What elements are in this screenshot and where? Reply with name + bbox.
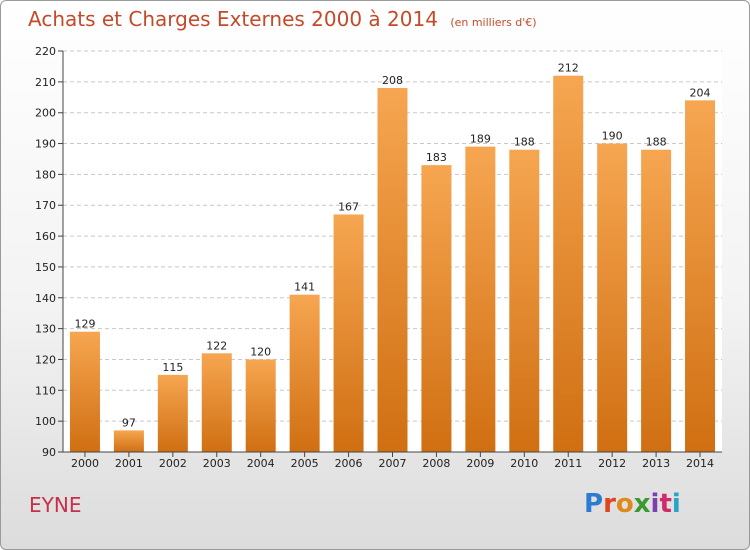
logo-letter: i — [650, 489, 660, 519]
bar — [157, 374, 188, 452]
x-tick-label: 2004 — [247, 457, 275, 470]
x-tick-label: 2013 — [642, 457, 670, 470]
x-tick-label: 2006 — [335, 457, 363, 470]
bar — [69, 331, 100, 452]
data-label: 188 — [646, 136, 667, 149]
logo-letter: o — [615, 489, 634, 519]
proxiti-logo: Proxiti — [584, 489, 681, 519]
y-tick-label: 110 — [35, 384, 56, 397]
bar — [597, 143, 628, 453]
bar — [377, 88, 408, 452]
logo-letter: P — [584, 489, 604, 519]
bar — [421, 165, 452, 452]
x-tick-label: 2010 — [510, 457, 538, 470]
bar — [113, 430, 144, 452]
x-tick-label: 2008 — [422, 457, 450, 470]
x-tick-label: 2011 — [554, 457, 582, 470]
y-tick-label: 200 — [35, 107, 56, 120]
bar — [245, 359, 276, 452]
chart-title: Achats et Charges Externes 2000 à 2014 (… — [28, 7, 537, 31]
y-tick-label: 100 — [35, 415, 56, 428]
bar — [289, 294, 320, 452]
data-label: 97 — [122, 416, 136, 429]
y-tick-label: 210 — [35, 76, 56, 89]
data-label: 212 — [558, 62, 579, 75]
x-tick-label: 2000 — [71, 457, 99, 470]
data-label: 204 — [690, 86, 711, 99]
bar — [201, 353, 232, 452]
data-label: 189 — [470, 133, 491, 146]
bar — [465, 146, 496, 452]
bar — [333, 214, 364, 452]
data-label: 190 — [602, 130, 623, 143]
data-label: 167 — [338, 200, 359, 213]
x-tick-label: 2001 — [115, 457, 143, 470]
y-tick-label: 180 — [35, 168, 56, 181]
data-label: 122 — [206, 339, 227, 352]
y-tick-label: 140 — [35, 292, 56, 305]
x-tick-label: 2003 — [203, 457, 231, 470]
place-name: EYNE — [29, 493, 82, 517]
x-tick-label: 2002 — [159, 457, 187, 470]
title-text: Achats et Charges Externes 2000 à 2014 — [28, 7, 438, 31]
y-tick-label: 160 — [35, 230, 56, 243]
x-tick-label: 2009 — [466, 457, 494, 470]
y-tick-label: 130 — [35, 323, 56, 336]
y-tick-label: 220 — [35, 45, 56, 58]
data-label: 183 — [426, 151, 447, 164]
bar — [553, 75, 584, 452]
data-label: 208 — [382, 74, 403, 87]
logo-letter: i — [671, 489, 681, 519]
y-tick-label: 90 — [42, 446, 56, 459]
x-tick-label: 2014 — [686, 457, 714, 470]
logo-letter: x — [633, 489, 651, 519]
y-tick-label: 170 — [35, 199, 56, 212]
x-tick-label: 2012 — [598, 457, 626, 470]
y-tick-label: 150 — [35, 261, 56, 274]
logo-letter: r — [603, 489, 616, 519]
x-tick-label: 2007 — [379, 457, 407, 470]
title-unit: (en milliers d'€) — [450, 16, 537, 29]
data-label: 115 — [162, 361, 183, 374]
data-label: 141 — [294, 281, 315, 294]
data-label: 120 — [250, 345, 271, 358]
x-tick-label: 2005 — [291, 457, 319, 470]
bar — [685, 100, 716, 452]
y-tick-label: 120 — [35, 353, 56, 366]
logo-letter: t — [659, 489, 672, 519]
data-label: 188 — [514, 136, 535, 149]
data-label: 129 — [74, 318, 95, 331]
y-tick-label: 190 — [35, 138, 56, 151]
bar — [509, 149, 540, 452]
bar — [641, 149, 672, 452]
